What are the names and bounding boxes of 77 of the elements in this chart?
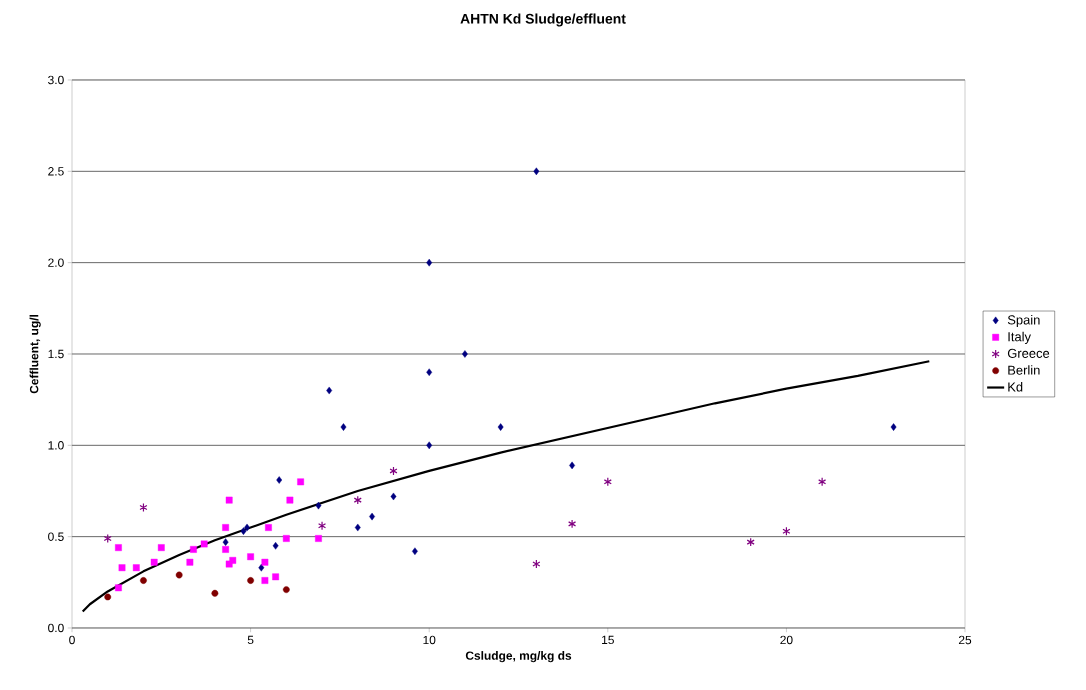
x-tick-label: 5 (247, 635, 254, 645)
x-tick-label: 15 (602, 635, 614, 645)
point (247, 553, 254, 561)
legend-label: Greece (1007, 348, 1050, 358)
x-axis-title: Csludge, mg/kg ds (465, 651, 572, 663)
point (225, 496, 233, 504)
point (389, 466, 398, 476)
y-tick-label: 0.5 (48, 532, 64, 541)
point (326, 386, 333, 395)
y-tick-label: 1.0 (48, 441, 64, 450)
point (261, 558, 269, 566)
point (532, 559, 541, 569)
point (426, 441, 433, 450)
y-tick-label: 2.5 (48, 167, 64, 176)
y-tick-label: 3.0 (48, 75, 64, 85)
point (200, 540, 208, 548)
point (157, 544, 165, 551)
point (139, 502, 148, 513)
x-tick-label: 25 (958, 635, 972, 645)
point (282, 586, 290, 594)
legend-label: Spain (1007, 315, 1040, 328)
y-tick-label: 1.5 (48, 349, 64, 359)
point (497, 423, 504, 431)
point (426, 258, 433, 267)
point (103, 533, 112, 544)
point (240, 527, 247, 535)
x-tick-label: 20 (780, 635, 793, 645)
point (354, 523, 361, 532)
point (150, 558, 158, 566)
point (286, 496, 294, 504)
point (315, 535, 322, 542)
point (115, 584, 122, 592)
point (746, 537, 755, 547)
point (462, 350, 468, 358)
point (175, 571, 183, 579)
point (818, 477, 827, 487)
x-tick-label: 0 (69, 635, 75, 645)
point (247, 577, 254, 584)
point (190, 546, 197, 553)
y-axis-title: Ceffluent, ug/l (29, 314, 41, 394)
point (390, 492, 397, 501)
point (276, 476, 283, 484)
point (261, 577, 269, 584)
legend-label: Italy (1008, 331, 1031, 344)
point (353, 495, 362, 505)
point (229, 557, 237, 564)
point (115, 544, 122, 551)
point (211, 589, 219, 597)
point (222, 538, 229, 546)
point (222, 524, 229, 531)
point (104, 593, 112, 601)
point (318, 521, 327, 531)
point (118, 564, 126, 572)
point (315, 501, 322, 510)
point (533, 167, 540, 176)
point (132, 564, 140, 572)
point (426, 368, 433, 377)
point (258, 563, 265, 572)
point (282, 535, 290, 542)
point (340, 423, 347, 431)
point (265, 524, 272, 531)
point (140, 577, 147, 584)
point (782, 526, 791, 536)
point (890, 423, 897, 431)
point (603, 477, 612, 487)
point (272, 542, 279, 550)
y-tick-label: 0.0 (48, 623, 64, 633)
point (272, 573, 279, 581)
y-tick-label: 2.0 (48, 258, 64, 267)
legend-label: Berlin (1008, 365, 1040, 375)
point (568, 519, 577, 529)
legend-label: Kd (1008, 382, 1023, 392)
chart-title: AHTN Kd Sludge/effluent (460, 13, 626, 27)
x-tick-label: 10 (423, 635, 436, 645)
point (222, 546, 229, 553)
point (186, 558, 194, 566)
point (297, 478, 304, 486)
